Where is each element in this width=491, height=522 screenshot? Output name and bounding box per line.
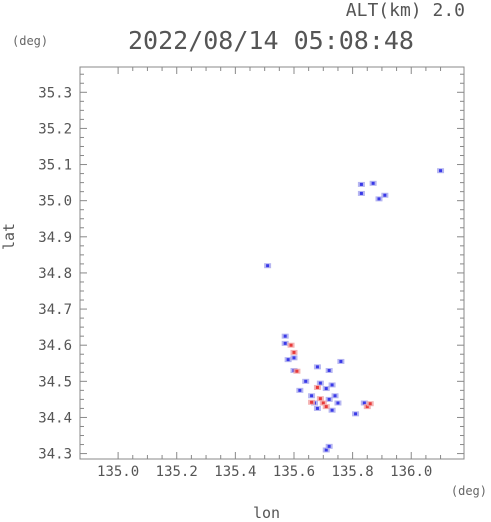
x-tick-label: 135.4	[214, 464, 256, 480]
y-tick-label: 35.3	[38, 85, 72, 101]
negative-echo-point	[266, 264, 270, 268]
x-axis-label: lon	[253, 504, 281, 522]
negative-echo-point	[359, 191, 363, 195]
negative-echo-point	[330, 408, 334, 412]
negative-echo-point	[304, 379, 308, 383]
altitude-label: ALT(km) 2.0	[345, 0, 465, 21]
negative-echo-point	[286, 358, 290, 362]
negative-echo-point	[298, 388, 302, 392]
positive-echo-point	[295, 369, 299, 373]
positive-echo-point	[292, 350, 296, 354]
echo-points	[264, 168, 445, 453]
y-axis-unit: (deg)	[12, 34, 49, 48]
axis-ticks: 135.0 135.2 135.4 135.6 135.8 136.0 35.3 35.2 35…	[38, 67, 464, 480]
negative-echo-point	[371, 181, 375, 185]
negative-echo-point	[362, 401, 366, 405]
y-tick-label: 34.5	[38, 374, 72, 390]
negative-echo-point	[292, 356, 296, 360]
negative-echo-point	[354, 412, 358, 416]
negative-echo-point	[327, 397, 331, 401]
positive-echo-point	[365, 405, 369, 409]
positive-echo-point	[318, 397, 322, 401]
chart-title: 2022/08/14 05:08:48	[128, 26, 414, 55]
positive-echo-point	[310, 400, 314, 404]
y-tick-label: 34.8	[38, 266, 72, 282]
x-tick-label: 135.6	[273, 464, 315, 480]
y-tick-label: 34.7	[38, 302, 72, 318]
x-axis-unit: (deg)	[450, 484, 487, 498]
y-tick-label: 34.9	[38, 230, 72, 246]
positive-echo-point	[289, 343, 293, 347]
negative-echo-point	[327, 444, 331, 448]
negative-echo-point	[324, 387, 328, 391]
negative-echo-point	[377, 197, 381, 201]
negative-echo-point	[324, 448, 328, 452]
negative-echo-point	[330, 383, 334, 387]
negative-echo-point	[327, 368, 331, 372]
negative-echo-point	[439, 169, 443, 173]
y-tick-label: 35.2	[38, 121, 72, 137]
negative-echo-point	[383, 193, 387, 197]
x-tick-label: 135.8	[332, 464, 374, 480]
positive-echo-point	[368, 402, 372, 406]
positive-echo-point	[315, 385, 319, 389]
negative-echo-point	[283, 341, 287, 345]
negative-echo-point	[315, 365, 319, 369]
x-tick-label: 135.0	[97, 464, 139, 480]
x-tick-label: 135.2	[156, 464, 198, 480]
y-tick-label: 35.0	[38, 194, 72, 210]
x-tick-label: 136.0	[390, 464, 432, 480]
positive-echo-point	[321, 401, 325, 405]
y-tick-label: 34.3	[38, 447, 72, 463]
negative-echo-point	[310, 394, 314, 398]
y-tick-label: 35.1	[38, 158, 72, 174]
negative-echo-point	[315, 406, 319, 410]
negative-echo-point	[283, 334, 287, 338]
y-tick-label: 34.4	[38, 410, 72, 426]
negative-echo-point	[339, 359, 343, 363]
positive-echo-point	[324, 405, 328, 409]
negative-echo-point	[359, 182, 363, 186]
y-tick-label: 34.6	[38, 338, 72, 354]
negative-echo-point	[333, 394, 337, 398]
plot-frame	[79, 66, 465, 460]
negative-echo-point	[318, 381, 322, 385]
negative-echo-point	[336, 401, 340, 405]
